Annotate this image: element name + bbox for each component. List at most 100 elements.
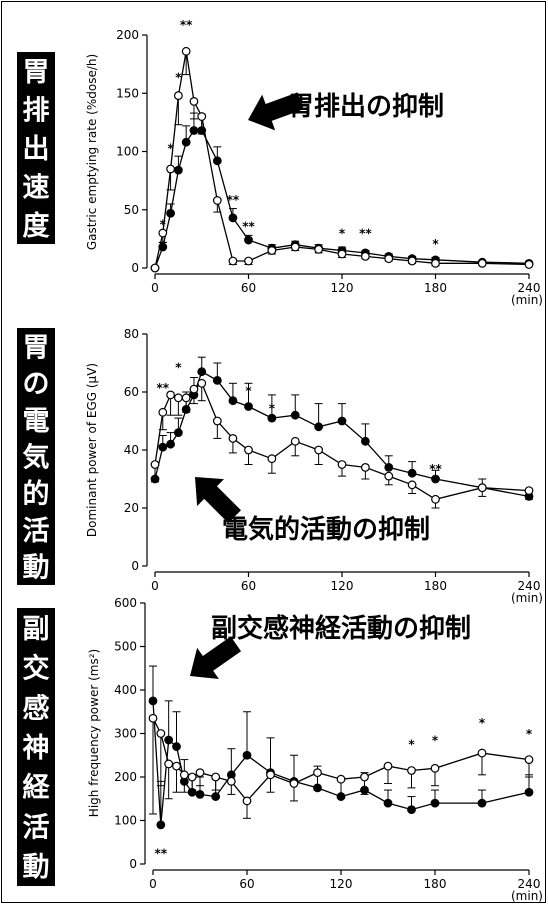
data-point bbox=[313, 768, 322, 778]
y-tick-label: 20 bbox=[124, 501, 139, 515]
data-point bbox=[226, 776, 236, 786]
significance-mark: * bbox=[269, 401, 276, 415]
arrow-shape bbox=[248, 92, 304, 131]
x-tick-label: 240 bbox=[518, 877, 541, 891]
data-point bbox=[197, 112, 207, 121]
side-label-char: 電 bbox=[23, 406, 50, 437]
series-open bbox=[150, 378, 534, 509]
data-point bbox=[189, 97, 199, 106]
side-label-char: 胃 bbox=[23, 57, 50, 88]
data-point bbox=[156, 820, 166, 830]
data-point bbox=[173, 393, 183, 403]
data-point bbox=[179, 770, 189, 780]
annotation-arrow bbox=[248, 92, 304, 131]
data-point bbox=[166, 208, 175, 218]
data-point bbox=[267, 454, 277, 464]
side-label-char: 副 bbox=[23, 614, 50, 645]
side-label-char: 胃 bbox=[23, 332, 50, 363]
side-label-char: 活 bbox=[23, 812, 50, 843]
data-point bbox=[383, 798, 393, 808]
data-point bbox=[166, 164, 175, 174]
significance-mark: * bbox=[245, 384, 252, 398]
series-open bbox=[148, 713, 534, 819]
side-label-char: 経 bbox=[23, 772, 51, 804]
data-point bbox=[290, 410, 300, 420]
data-point bbox=[166, 390, 175, 400]
side-label-char: 活 bbox=[23, 516, 50, 547]
series-line bbox=[154, 370, 530, 498]
data-point bbox=[228, 434, 238, 443]
y-tick-label: 0 bbox=[129, 857, 137, 871]
series-open bbox=[150, 46, 534, 273]
y-axis-label: High frequency power (ms²) bbox=[87, 649, 101, 817]
significance-mark: ** bbox=[157, 381, 170, 395]
data-point bbox=[244, 402, 253, 411]
data-point bbox=[195, 790, 205, 799]
side-label-char: 的 bbox=[23, 478, 50, 510]
x-tick-label: 180 bbox=[424, 579, 447, 593]
significance-mark: * bbox=[432, 733, 439, 747]
data-point bbox=[289, 779, 299, 788]
data-point bbox=[407, 480, 417, 490]
x-tick-label: 60 bbox=[241, 281, 256, 295]
annotation-text: 胃排出の抑制 bbox=[288, 92, 444, 122]
data-point bbox=[266, 770, 275, 780]
data-point bbox=[407, 766, 416, 775]
data-point bbox=[431, 474, 440, 484]
x-unit-label: (min) bbox=[511, 591, 543, 605]
x-tick-label: 0 bbox=[149, 877, 157, 891]
significance-mark: ** bbox=[242, 220, 255, 234]
y-tick-label: 100 bbox=[116, 145, 139, 159]
data-point bbox=[166, 439, 175, 449]
data-point bbox=[314, 422, 324, 432]
data-point bbox=[211, 792, 221, 801]
data-point bbox=[384, 254, 394, 264]
data-point bbox=[150, 263, 160, 273]
data-point bbox=[431, 494, 440, 504]
data-point bbox=[244, 256, 253, 266]
annotation-text: 電気的活動の抑制 bbox=[222, 514, 430, 545]
series-filled bbox=[148, 665, 534, 830]
side-label-char: 気 bbox=[23, 442, 50, 474]
y-tick-label: 50 bbox=[124, 203, 139, 217]
data-point bbox=[336, 774, 346, 784]
data-point bbox=[314, 445, 324, 455]
data-point bbox=[181, 137, 191, 147]
side-label-band bbox=[17, 608, 55, 886]
data-point bbox=[228, 256, 238, 266]
data-point bbox=[267, 413, 277, 423]
data-point bbox=[211, 772, 221, 782]
side-label-band bbox=[17, 328, 55, 585]
data-point bbox=[477, 748, 487, 758]
data-point bbox=[430, 763, 440, 773]
y-tick-label: 40 bbox=[124, 443, 139, 457]
data-point bbox=[172, 742, 181, 751]
data-point bbox=[244, 235, 253, 245]
data-point bbox=[228, 396, 238, 406]
data-point bbox=[158, 228, 168, 238]
data-point bbox=[158, 407, 168, 417]
significance-mark: * bbox=[432, 237, 439, 251]
x-tick-label: 180 bbox=[424, 877, 447, 891]
data-point bbox=[384, 471, 394, 481]
data-point bbox=[164, 759, 174, 769]
chart-panel-1: 胃排出速度 Gastric emptying rate (%dose/h) 0 50 1… bbox=[17, 18, 543, 307]
data-point bbox=[172, 761, 181, 771]
significance-mark: ** bbox=[180, 18, 193, 32]
data-point bbox=[212, 376, 222, 385]
series-filled bbox=[150, 112, 534, 273]
significance-mark: * bbox=[167, 142, 174, 156]
y-tick-label: 80 bbox=[124, 327, 139, 341]
data-point bbox=[407, 805, 416, 815]
data-point bbox=[242, 750, 252, 760]
data-point bbox=[195, 768, 205, 778]
side-label: 副交感神経活動 bbox=[23, 614, 51, 883]
data-point bbox=[407, 468, 417, 478]
data-point bbox=[384, 463, 394, 472]
y-axis-label: Dominant power of EGG (µV) bbox=[85, 363, 99, 537]
data-point bbox=[158, 242, 168, 252]
data-point bbox=[360, 463, 370, 472]
data-point bbox=[244, 445, 253, 455]
y-tick-label: 500 bbox=[114, 640, 137, 654]
